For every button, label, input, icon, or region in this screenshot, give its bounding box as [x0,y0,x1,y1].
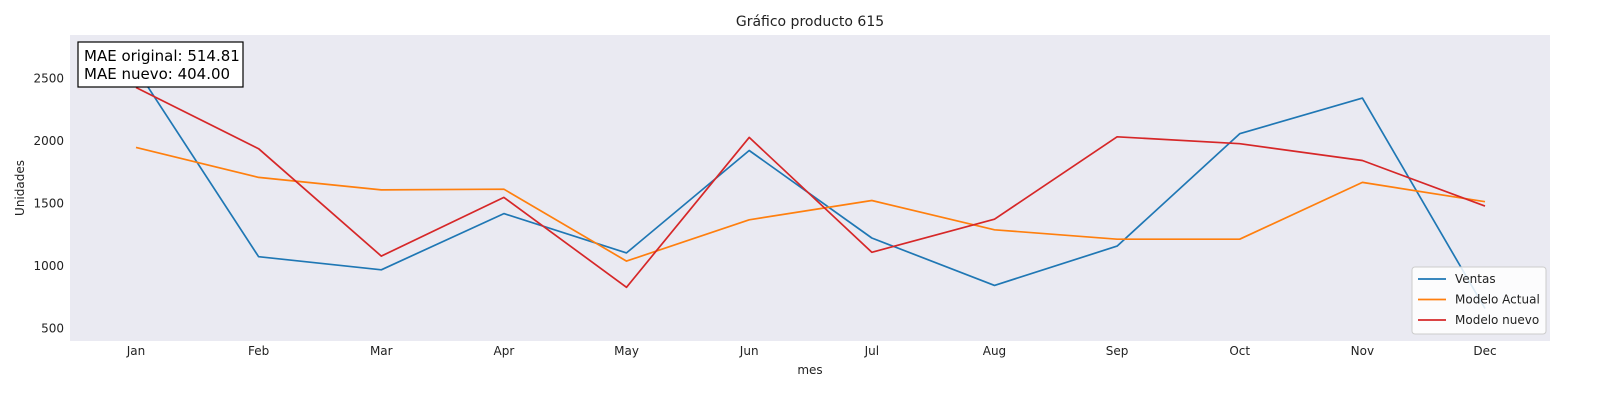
x-tick-label: May [614,344,639,358]
plot-area [70,35,1550,341]
x-tick-label: Nov [1351,344,1374,358]
x-axis-title: mes [797,363,822,377]
y-axis-title: Unidades [13,160,27,216]
x-tick-label: Jun [739,344,759,358]
series-layer [135,68,1486,309]
legend-box [1411,266,1547,335]
annotation-box [77,41,244,88]
x-tick-label: Jan [126,344,146,358]
legend: Ventas Modelo Actual Modelo nuevo [1411,266,1547,335]
chart-title: Gráfico producto 615 [736,14,884,30]
annotation-line-2: MAE nuevo: 404.00 [84,65,230,83]
legend-label: Ventas [1455,272,1496,286]
x-tick-label: Apr [494,344,515,358]
x-axis-ticks: Jan Feb Mar Apr May Jun Jul Aug Sep Oct Nov Dec [126,344,1497,358]
x-tick-label: Feb [248,344,269,358]
legend-label: Modelo Actual [1455,293,1540,307]
y-tick-label: 500 [41,322,64,336]
y-tick-label: 1500 [33,197,64,211]
x-tick-label: Dec [1473,344,1496,358]
y-tick-label: 2000 [33,134,64,148]
series-line-1 [135,146,1486,262]
x-tick-label: Aug [983,344,1006,358]
mae-annotation: MAE original: 514.81 MAE nuevo: 404.00 [77,41,244,88]
legend-label: Modelo nuevo [1455,313,1539,327]
x-tick-label: Jul [864,344,879,358]
x-tick-label: Mar [370,344,393,358]
x-tick-label: Sep [1106,344,1129,358]
series-line-2 [135,86,1486,289]
y-tick-label: 1000 [33,259,64,273]
y-axis-ticks: 500 1000 1500 2000 2500 [33,72,64,336]
y-tick-label: 2500 [33,72,64,86]
annotation-line-1: MAE original: 514.81 [84,47,240,65]
x-tick-label: Oct [1229,344,1250,358]
